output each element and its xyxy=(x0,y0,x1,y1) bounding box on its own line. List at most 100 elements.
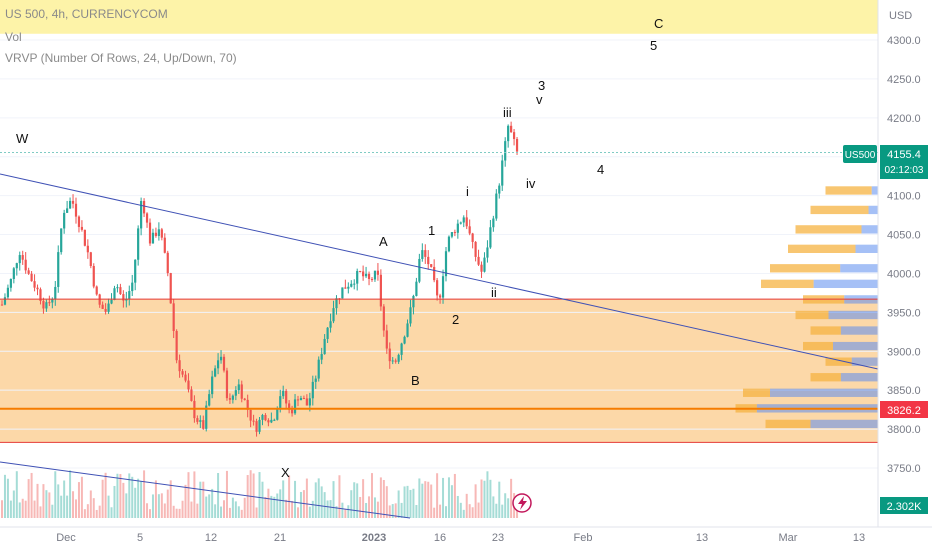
volume-bar xyxy=(302,490,305,518)
volume-bar xyxy=(456,495,459,518)
candle-body xyxy=(367,273,371,279)
volume-bar xyxy=(285,499,288,518)
volume-bar xyxy=(376,501,379,518)
wave-label: iv xyxy=(526,176,536,191)
time-tick-label: Mar xyxy=(779,532,798,544)
volume-bar xyxy=(98,505,101,518)
price-tick-label: 3850.0 xyxy=(887,385,921,397)
volume-bar xyxy=(128,473,131,518)
candle-body xyxy=(433,266,436,281)
volume-bar xyxy=(157,494,160,518)
candle-body xyxy=(427,256,430,265)
candle-body xyxy=(145,213,149,223)
volume-bar xyxy=(15,471,18,518)
volume-bar xyxy=(453,473,456,518)
volume-bar xyxy=(237,506,240,518)
volume-bar xyxy=(317,478,320,518)
candle-body xyxy=(376,270,380,275)
volume-bar xyxy=(510,478,513,518)
volume-bar xyxy=(462,509,465,518)
volume-bar xyxy=(430,484,433,518)
volume-bar xyxy=(83,509,86,518)
volume-bar xyxy=(403,486,406,518)
volume-bar xyxy=(42,484,45,518)
lower-trendline[interactable] xyxy=(0,461,411,519)
volume-indicator-label[interactable]: Vol xyxy=(5,30,22,44)
candle-body xyxy=(71,200,75,204)
volume-bar xyxy=(187,472,190,518)
volume-bar xyxy=(66,495,69,518)
volume-bar xyxy=(406,485,409,518)
candle-body xyxy=(116,287,119,289)
candle-body xyxy=(270,419,273,423)
volume-bar xyxy=(60,495,63,518)
volume-bar xyxy=(359,496,362,518)
volume-bar xyxy=(421,483,424,518)
candle-body xyxy=(104,308,107,312)
candle-body xyxy=(128,291,131,300)
symbol-title[interactable]: US 500, 4h, CURRENCYCOM xyxy=(5,7,168,21)
candle-body xyxy=(362,271,365,277)
candle-body xyxy=(125,299,128,301)
volume-bar xyxy=(264,496,267,518)
candle-body xyxy=(30,273,33,282)
candle-body xyxy=(415,281,418,296)
wave-label: 5 xyxy=(650,38,657,53)
candle-body xyxy=(344,287,347,289)
volume-bar xyxy=(474,484,477,518)
volume-bar xyxy=(397,490,400,518)
volume-bar xyxy=(193,471,196,518)
volume-bar xyxy=(116,473,119,518)
candle-body xyxy=(15,263,18,269)
currency-label: USD xyxy=(889,10,912,22)
time-tick-label: 5 xyxy=(137,532,143,544)
volume-bar xyxy=(202,481,205,518)
candle-body xyxy=(12,268,15,279)
volume-bar xyxy=(12,490,15,518)
lightning-icon[interactable] xyxy=(512,493,532,513)
candle-body xyxy=(137,228,140,260)
volume-bar xyxy=(338,475,341,518)
volume-bar xyxy=(92,498,95,518)
time-tick-label: Dec xyxy=(56,532,76,544)
time-tick-label: 12 xyxy=(205,532,217,544)
volume-bar xyxy=(225,470,228,518)
volume-bar xyxy=(72,491,75,518)
candle-body xyxy=(89,252,92,267)
wave-label: 2 xyxy=(452,312,459,327)
candle-body xyxy=(382,306,385,331)
candle-body xyxy=(326,327,329,339)
price-axis[interactable]: USD 4300.04250.04200.04150.04100.04050.0… xyxy=(877,0,921,527)
candle-body xyxy=(438,295,442,298)
volume-bar xyxy=(400,502,403,518)
candle-body xyxy=(468,226,471,234)
volume-bar xyxy=(261,481,264,518)
candle-body xyxy=(181,371,184,375)
candle-body xyxy=(332,308,335,322)
volume-bar xyxy=(252,473,255,518)
volume-bar xyxy=(507,498,510,518)
volume-bar xyxy=(63,480,66,518)
volume-bar xyxy=(305,478,308,518)
volume-bar xyxy=(77,482,80,518)
wave-label: 1 xyxy=(428,223,435,238)
candle-body xyxy=(249,409,252,421)
volume-bar xyxy=(104,472,107,518)
candle-body xyxy=(489,227,492,248)
candle-body xyxy=(68,200,72,209)
volume-bar xyxy=(498,481,501,518)
candle-body xyxy=(293,399,297,414)
volume-bar xyxy=(442,477,445,518)
volume-bar xyxy=(48,492,51,518)
vrvp-indicator-label[interactable]: VRVP (Number Of Rows, 24, Up/Down, 70) xyxy=(5,51,237,65)
volume-bar xyxy=(350,490,353,518)
candle-body xyxy=(450,232,454,237)
volume-bar xyxy=(190,501,193,518)
time-axis[interactable]: Dec 5 12 21 2023 16 23 Feb 13 Mar 13 xyxy=(56,532,865,544)
candle-body xyxy=(190,389,193,401)
candle-body xyxy=(237,384,240,391)
upper-trendline[interactable] xyxy=(0,173,879,370)
volume-bar xyxy=(234,501,237,518)
